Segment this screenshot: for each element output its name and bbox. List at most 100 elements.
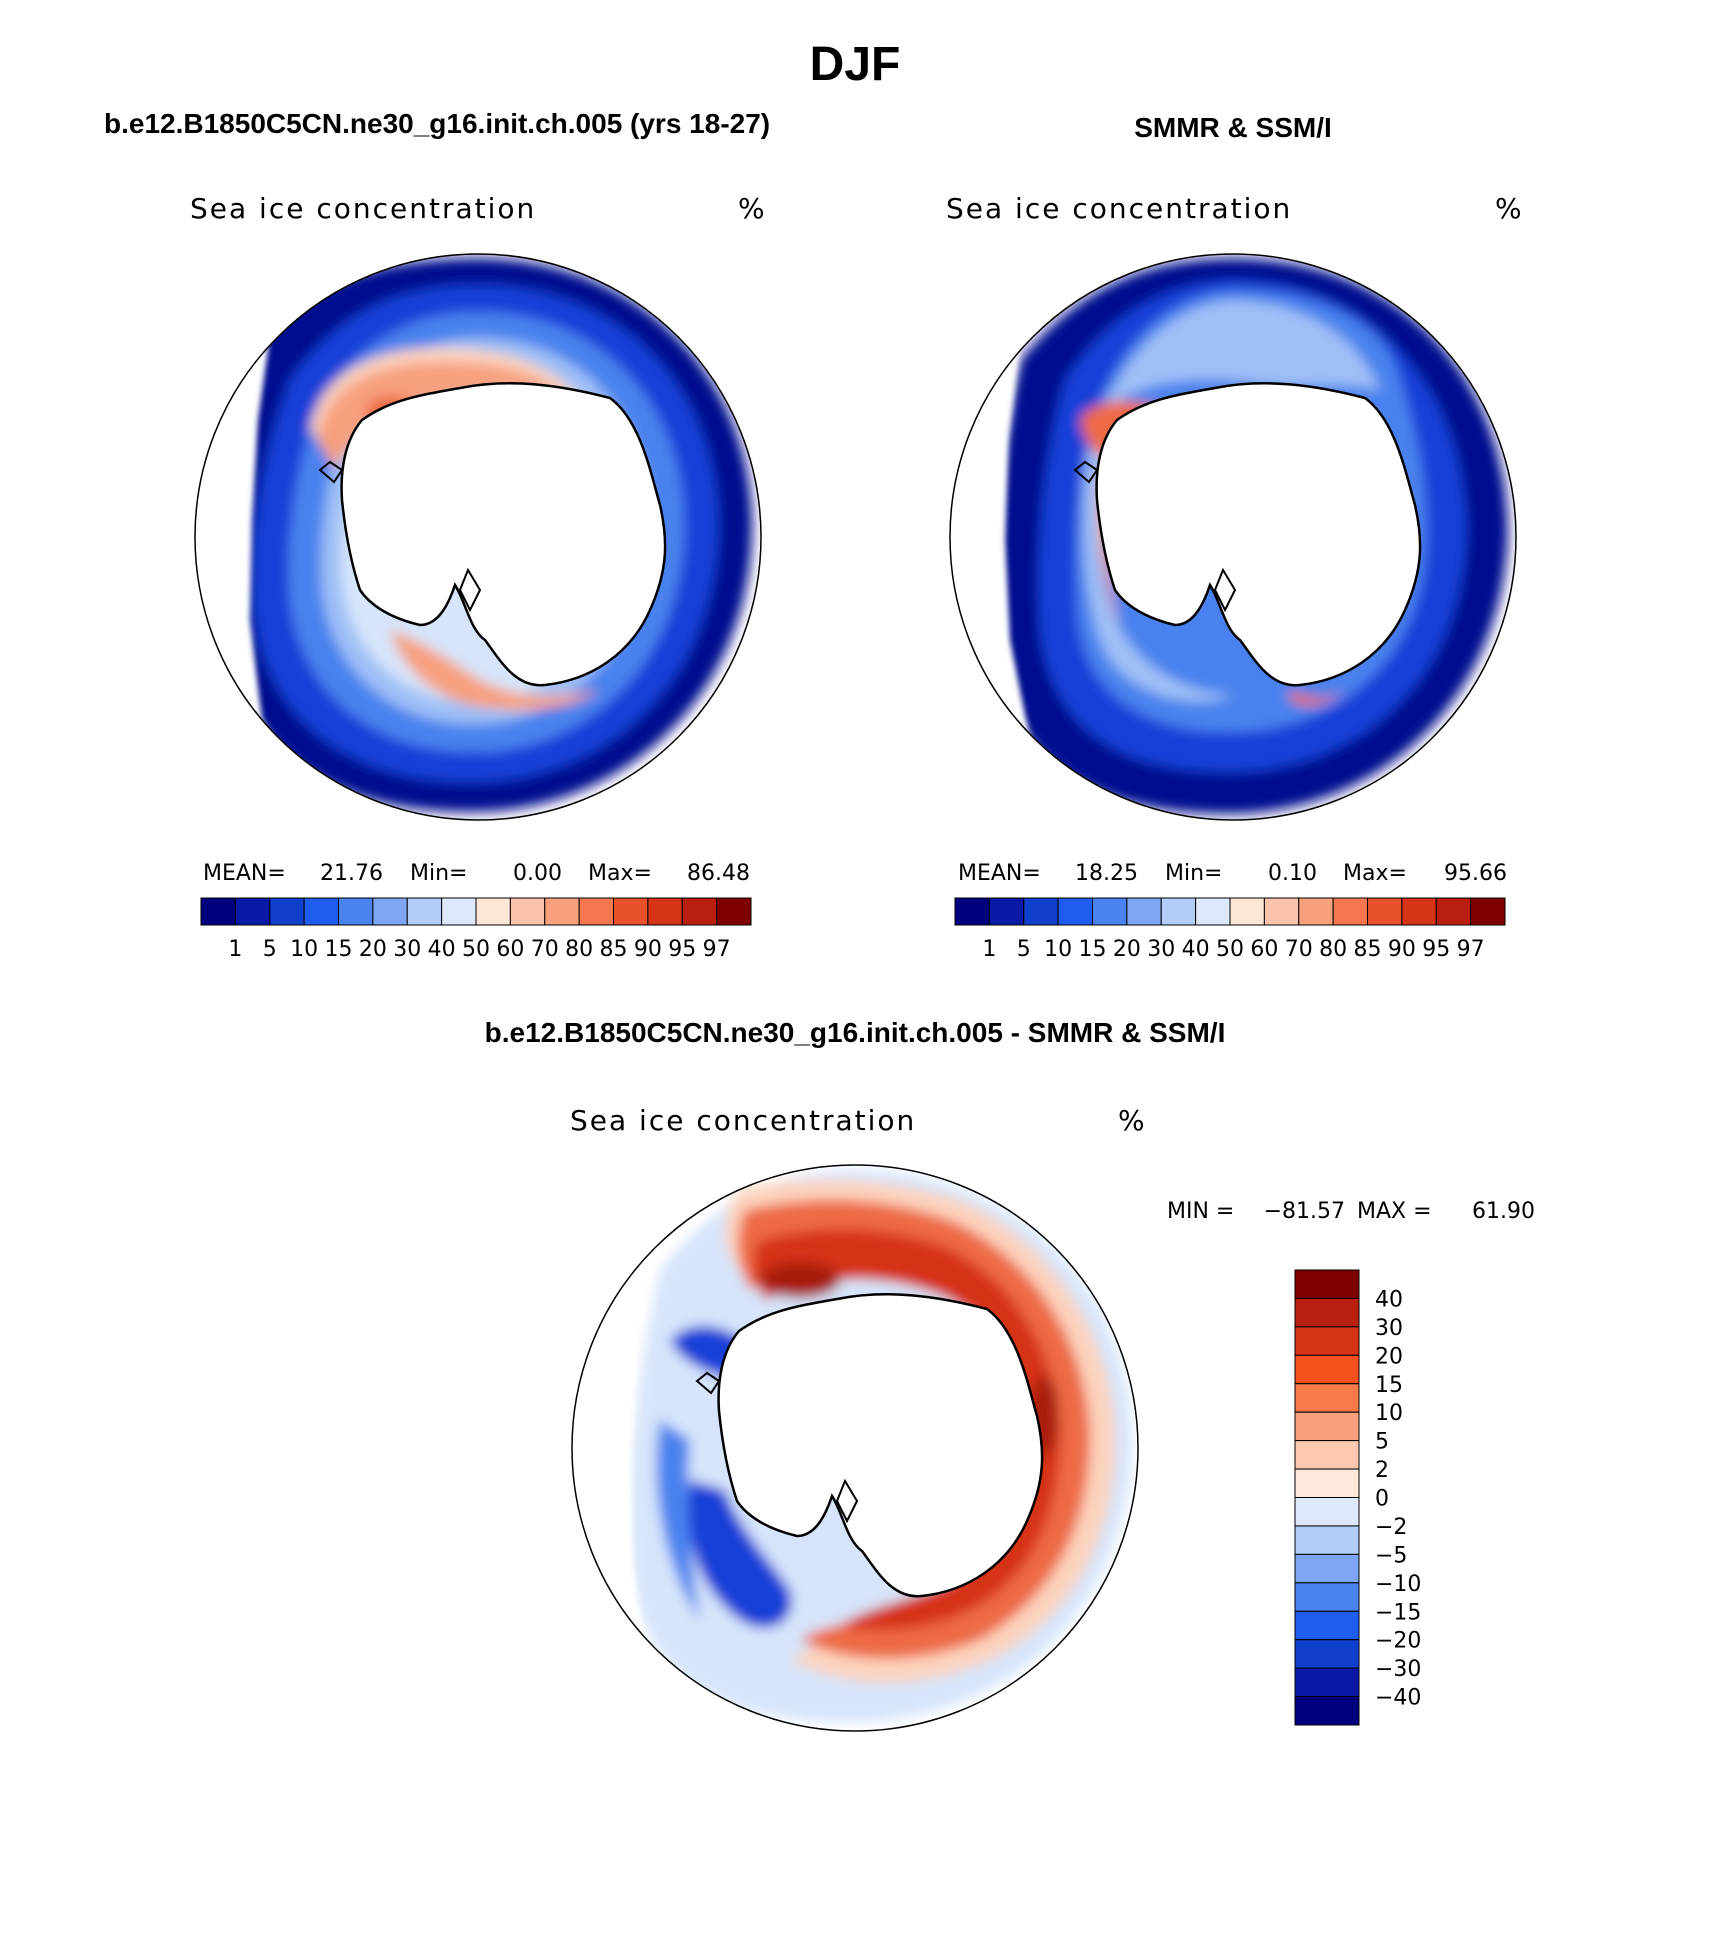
model-max-label: Max= <box>588 861 652 886</box>
diff-colorbar-swatch-6 <box>1294 1440 1360 1470</box>
model-colorbar-tick-label: 1 <box>228 937 242 962</box>
model-colorbar-swatch-11 <box>578 897 614 926</box>
antarctica-outline <box>1095 382 1422 687</box>
obs-colorbar-swatch-11 <box>1332 897 1368 926</box>
panel-obs-colorbar: 1 5 10 15 20 30 40 50 60 70 80 85 90 95 97 <box>954 897 1506 962</box>
obs-colorbar-swatch-3 <box>1057 897 1093 926</box>
model-colorbar-swatch-8 <box>475 897 511 926</box>
panel-model-map <box>195 254 761 820</box>
diff-colorbar-tick-label: −5 <box>1375 1543 1407 1568</box>
diff-colorbar-tick-label: 40 <box>1375 1287 1403 1312</box>
obs-colorbar-tick-label: 10 <box>1044 937 1072 962</box>
diff-colorbar-tick-label: 15 <box>1375 1373 1403 1398</box>
diff-colorbar-swatch-2 <box>1294 1326 1360 1356</box>
model-colorbar-tick-label: 5 <box>263 937 277 962</box>
panel-model-title: b.e12.B1850C5CN.ne30_g16.init.ch.005 (yr… <box>104 108 770 139</box>
model-colorbar-tick-label: 80 <box>565 937 593 962</box>
diff-min-label: MIN = <box>1167 1199 1234 1224</box>
obs-colorbar-tick-label: 1 <box>982 937 996 962</box>
model-colorbar-swatch-5 <box>372 897 408 926</box>
model-colorbar-tick-label: 20 <box>359 937 387 962</box>
diff-colorbar-swatch-15 <box>1294 1696 1360 1726</box>
diff-colorbar-swatch-5 <box>1294 1411 1360 1442</box>
obs-colorbar-tick-label: 85 <box>1354 937 1382 962</box>
obs-colorbar-swatch-7 <box>1195 897 1231 926</box>
model-colorbar-swatch-2 <box>269 897 305 926</box>
diff-colorbar-swatch-1 <box>1294 1297 1360 1328</box>
obs-colorbar-swatch-6 <box>1160 897 1197 926</box>
model-colorbar-tick-label: 50 <box>462 937 490 962</box>
model-colorbar-swatch-3 <box>303 897 339 926</box>
obs-colorbar-swatch-15 <box>1470 897 1506 926</box>
model-colorbar-swatch-14 <box>681 897 718 926</box>
model-colorbar-swatch-7 <box>441 897 477 926</box>
model-colorbar-tick-label: 95 <box>668 937 696 962</box>
obs-colorbar-swatch-0 <box>954 897 990 926</box>
obs-colorbar-tick-label: 15 <box>1079 937 1107 962</box>
model-colorbar-swatch-10 <box>544 897 580 926</box>
page-title: DJF <box>810 38 901 91</box>
diff-colorbar-tick-label: −40 <box>1375 1686 1421 1711</box>
model-colorbar-swatch-9 <box>509 897 546 926</box>
model-colorbar-swatch-12 <box>613 897 649 926</box>
model-colorbar-tick-label: 10 <box>290 937 318 962</box>
obs-colorbar-tick-label: 97 <box>1457 937 1485 962</box>
diff-colorbar-tick-label: 30 <box>1375 1316 1403 1341</box>
panel-obs-map <box>950 254 1516 820</box>
obs-colorbar-swatch-8 <box>1229 897 1265 926</box>
coastline-detail <box>1073 460 1237 613</box>
model-colorbar-tick-label: 15 <box>325 937 353 962</box>
ice-band-light-blue <box>1083 300 1380 702</box>
panel-model-colorbar: 1 5 10 15 20 30 40 50 60 70 80 85 90 95 97 <box>200 897 752 962</box>
diff-colorbar-tick-label: 10 <box>1375 1401 1403 1426</box>
obs-colorbar-tick-label: 40 <box>1182 937 1210 962</box>
diff-weddell-core <box>760 1262 840 1298</box>
model-colorbar-swatch-13 <box>647 897 683 926</box>
obs-max-value: 95.66 <box>1444 861 1507 886</box>
model-colorbar-swatch-4 <box>338 897 374 926</box>
diff-colorbar-tick-label: 20 <box>1375 1344 1403 1369</box>
obs-colorbar-swatch-10 <box>1298 897 1334 926</box>
obs-colorbar-tick-label: 20 <box>1113 937 1141 962</box>
obs-colorbar-tick-label: 50 <box>1216 937 1244 962</box>
model-colorbar-swatch-6 <box>406 897 443 926</box>
model-colorbar-tick-label: 30 <box>393 937 421 962</box>
panel-model-units: % <box>738 192 765 225</box>
model-colorbar-tick-label: 70 <box>531 937 559 962</box>
model-max-value: 86.48 <box>687 861 750 886</box>
diff-max-label: MAX = <box>1357 1199 1432 1224</box>
obs-colorbar-swatch-14 <box>1435 897 1472 926</box>
obs-colorbar-tick-label: 60 <box>1250 937 1278 962</box>
diff-colorbar-swatch-0 <box>1294 1269 1360 1299</box>
diff-colorbar-tick-label: −30 <box>1375 1657 1421 1682</box>
model-min-value: 0.00 <box>513 861 562 886</box>
diff-colorbar-tick-label: −15 <box>1375 1600 1421 1625</box>
obs-colorbar-swatch-9 <box>1263 897 1300 926</box>
model-min-label: Min= <box>410 861 467 886</box>
diff-colorbar-swatch-13 <box>1294 1639 1360 1669</box>
diff-colorbar-swatch-9 <box>1294 1525 1360 1555</box>
obs-colorbar-tick-label: 70 <box>1285 937 1313 962</box>
diff-colorbar-tick-label: 5 <box>1375 1430 1389 1455</box>
model-colorbar-tick-label: 40 <box>428 937 456 962</box>
panel-diff-stats: MIN = −81.57 MAX = 61.90 <box>1167 1199 1535 1224</box>
obs-colorbar-swatch-1 <box>988 897 1025 926</box>
obs-colorbar-swatch-5 <box>1126 897 1162 926</box>
panel-obs-map-border <box>949 253 1517 821</box>
diff-colorbar-swatch-14 <box>1294 1667 1360 1698</box>
diff-colorbar-tick-label: −2 <box>1375 1515 1407 1540</box>
panel-diff-map-border <box>571 1164 1139 1732</box>
panel-obs-stats: MEAN= 18.25 Min= 0.10 Max= 95.66 <box>958 861 1507 886</box>
obs-colorbar-tick-label: 95 <box>1422 937 1450 962</box>
diff-colorbar-tick-label: −10 <box>1375 1572 1421 1597</box>
diff-colorbar-tick-label: −20 <box>1375 1629 1421 1654</box>
panel-diff-title: b.e12.B1850C5CN.ne30_g16.init.ch.005 - S… <box>485 1017 1226 1048</box>
panel-obs: SMMR & SSM/I Sea ice concentration % MEA… <box>946 112 1522 962</box>
obs-mean-value: 18.25 <box>1075 861 1138 886</box>
model-colorbar-tick-label: 60 <box>496 937 524 962</box>
model-colorbar-tick-label: 90 <box>634 937 662 962</box>
obs-colorbar-tick-label: 5 <box>1017 937 1031 962</box>
obs-colorbar-swatch-2 <box>1023 897 1059 926</box>
